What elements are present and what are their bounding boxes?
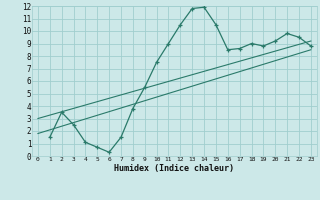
X-axis label: Humidex (Indice chaleur): Humidex (Indice chaleur) [115, 164, 234, 173]
